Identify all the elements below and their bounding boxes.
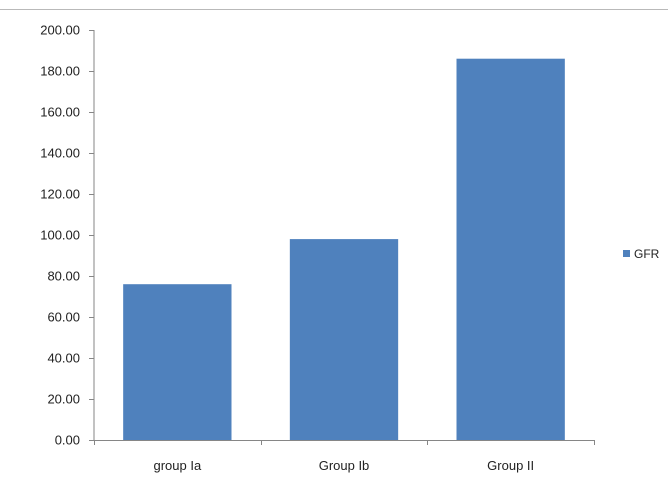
x-axis: group Ia Group Ib Group II — [94, 440, 595, 473]
y-tick-label: 60.00 — [47, 310, 80, 325]
bar-group-ii — [456, 58, 565, 440]
y-tick-label: 180.00 — [40, 64, 80, 79]
y-tick-label: 20.00 — [47, 392, 80, 407]
x-tick-label: Group Ib — [319, 458, 370, 473]
legend: GFR — [623, 247, 660, 261]
bar-group-ib — [289, 239, 399, 440]
y-tick-label: 100.00 — [40, 228, 80, 243]
x-tick-label: Group II — [487, 458, 534, 473]
y-tick-label: 80.00 — [47, 269, 80, 284]
y-tick-label: 140.00 — [40, 146, 80, 161]
chart-border-line — [0, 9, 668, 10]
legend-label-gfr: GFR — [634, 247, 660, 261]
bar-group-ia — [123, 284, 232, 440]
y-tick-label: 160.00 — [40, 105, 80, 120]
x-tick-label: group Ia — [153, 458, 201, 473]
y-tick-label: 0.00 — [55, 433, 80, 448]
y-tick-label: 120.00 — [40, 187, 80, 202]
bars — [123, 58, 565, 440]
y-tick-label: 200.00 — [40, 23, 80, 38]
legend-swatch-gfr — [623, 250, 630, 257]
y-axis: 0.00 20.00 40.00 60.00 80.00 100.00 120.00 140.… — [40, 23, 95, 448]
y-tick-label: 40.00 — [47, 351, 80, 366]
